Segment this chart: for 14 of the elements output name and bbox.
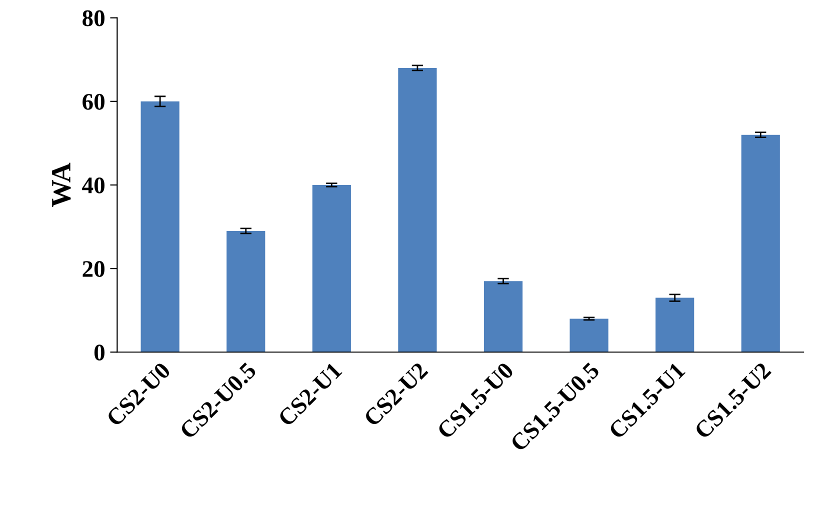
bar [484, 281, 523, 352]
bar [570, 318, 608, 352]
bar [741, 134, 780, 352]
y-tick-label: 60 [82, 94, 104, 110]
y-tick-label: 40 [82, 177, 104, 194]
bar [656, 298, 694, 352]
bar [312, 184, 351, 352]
y-axis-title: WA [52, 162, 71, 207]
y-tick-label: 20 [82, 261, 104, 277]
y-tick-label: 0 [94, 344, 104, 361]
bar [140, 101, 180, 352]
y-tick-label: 80 [82, 10, 104, 26]
bar [226, 230, 266, 352]
bar [398, 68, 437, 352]
